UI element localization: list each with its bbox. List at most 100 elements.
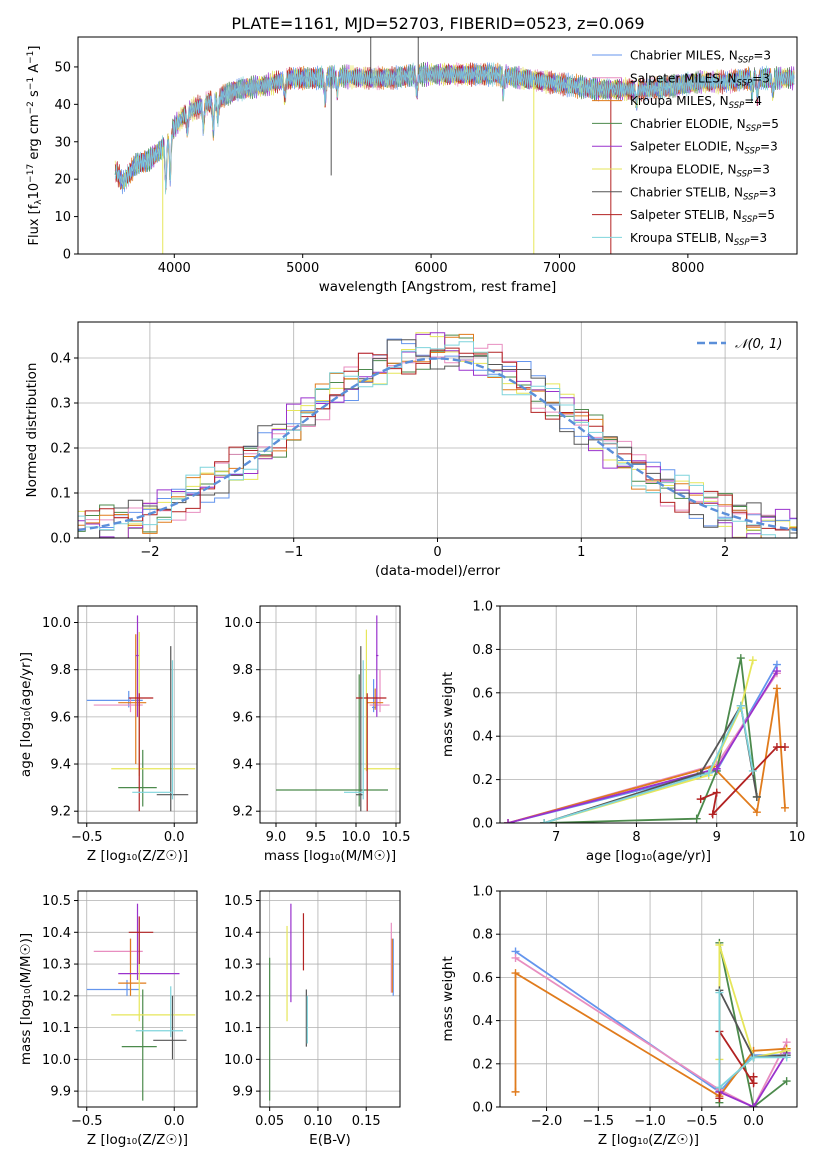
weight-marker-KS [749,1053,758,1062]
y-tick-label: 9.4 [232,758,253,773]
weight-marker-CS [752,792,761,801]
histogram-SS [78,347,797,538]
y-tick-label: 50 [54,60,71,75]
y-axis-label: Normed distribution [24,363,40,498]
legend-label-text: Chabrier MILES, N [630,49,738,63]
weight-line-SE [507,670,778,823]
weight-marker-KS [782,1053,791,1062]
x-tick-label: 10.0 [342,830,371,845]
weight-marker-KS [715,988,724,997]
legend-label-text: Kroupa MILES, N [630,94,729,108]
histogram-KS [78,341,797,538]
y-tick-label: 10.4 [224,926,253,941]
legend-label: Salpeter ELODIE, NSSP=3 [630,140,778,157]
x-tick-label: 0.05 [255,1114,284,1129]
y-tick-label: 1.0 [472,600,493,615]
y-tick-label: 9.2 [232,805,253,820]
weight-marker-KS [540,819,549,823]
spectrum-line-KS [114,62,795,195]
y-axis-label-part: −1 [26,51,36,64]
axes-frame [77,890,198,1108]
y-tick-label: 1.0 [472,885,493,900]
weight-marker-SE [712,764,721,773]
x-tick-label: 0.0 [164,830,185,845]
y-tick-label: 9.8 [50,663,71,678]
legend-label-gauss: 𝒩(0, 1) [735,337,782,352]
legend-label-tail: =3 [759,185,777,199]
x-tick-label: 0.15 [352,1114,381,1129]
weight-marker-SS [715,1094,724,1103]
weight-marker-SE [749,1103,758,1107]
y-tick-label: 0.0 [472,1101,493,1116]
weight-line-SM [515,957,788,1107]
x-tick-label: 10 [789,830,806,845]
weight-marker-SE [504,819,513,823]
x-tick-label: 0.0 [743,1114,764,1129]
plot-area-age_vs_Z [86,615,196,812]
y-tick-label: 10.3 [224,958,253,973]
y-axis-label: age [log₁₀(age/yr)] [18,652,34,777]
y-tick-label: 0.6 [472,971,493,986]
legend-label-sub: SSP [737,78,753,88]
legend-label-text: Chabrier ELODIE, N [630,117,746,131]
plot-area-mass_vs_EBV [269,903,394,1101]
y-tick-label: 0.4 [50,352,71,367]
legend-label: Chabrier MILES, NSSP=3 [630,49,771,66]
legend-label: Salpeter MILES, NSSP=3 [630,71,770,88]
legend-label: Kroupa STELIB, NSSP=3 [630,231,767,248]
y-tick-label: 10.4 [42,926,71,941]
y-axis-label: Flux [fλ10−17 erg cm−2 s−1 A−1] [26,46,44,246]
weight-marker-SS [696,795,705,804]
y-tick-label: 0.6 [472,686,493,701]
legend-label-tail: =3 [750,231,768,245]
y-axis-label-part: A [27,64,42,77]
weight-marker-KS [736,701,745,710]
axes-frame [499,890,798,1108]
y-tick-label: 10.5 [224,894,253,909]
weight-marker-KM [752,808,761,817]
weight-marker-SE [772,667,781,676]
y-tick-label: 0 [63,248,71,263]
y-tick-label: 10.2 [224,989,253,1004]
legend-label-sub: SSP [743,192,759,202]
x-axis-label: mass [log₁₀(M/M☉)] [264,848,396,864]
y-tick-label: 9.6 [50,710,71,725]
x-tick-label: 4000 [158,261,191,276]
weight-marker-SS [712,788,721,797]
y-axis-label-part: −17 [26,164,36,183]
weight-marker-KM [772,684,781,693]
y-tick-label: 9.8 [232,663,253,678]
x-axis-label: wavelength [Angstrom, rest frame] [319,279,557,295]
x-axis-label: Z [log₁₀(Z/Z☉)] [598,1132,699,1148]
y-tick-label: 10.0 [42,1053,71,1068]
y-tick-label: 0.4 [472,730,493,745]
y-tick-label: 0.8 [472,643,493,658]
y-tick-label: 0.4 [472,1014,493,1029]
y-tick-label: 0.0 [50,532,71,547]
plot-area-weight_vs_Z [511,938,791,1107]
y-tick-label: 30 [54,135,71,150]
y-tick-label: 9.6 [232,710,253,725]
y-tick-label: 10.0 [42,616,71,631]
weight-marker-KS [704,769,713,778]
y-axis-label-part: s [27,90,42,101]
panel-residuals: −2 −1 0 1 2 0.0 0.1 0.2 0.3 0.4 (data-model)/error… [24,321,798,579]
legend-label-text: Salpeter MILES, N [630,71,737,85]
plot-area-residuals [78,332,797,538]
panel-weight_vs_age: 7 8 9 10 0.0 0.2 0.4 0.6 0.8 1.0 age [log₁₀(age/yr… [440,600,805,865]
x-tick-label: 2 [721,545,729,560]
y-tick-label: 9.4 [50,758,71,773]
x-axis-label: (data-model)/error [375,563,501,579]
plot-area-mass_vs_Z [86,903,196,1101]
y-tick-label: 10.3 [42,958,71,973]
legend-label: Chabrier ELODIE, NSSP=5 [630,117,779,134]
weight-marker-SS [772,743,781,752]
weight-marker-KM [511,969,520,978]
weight-line-CM [507,664,778,823]
y-tick-label: 10.0 [224,616,253,631]
y-tick-label: 0.2 [50,442,71,457]
weight-line-KS [718,992,787,1090]
legend-label-text: Salpeter ELODIE, N [630,140,744,154]
